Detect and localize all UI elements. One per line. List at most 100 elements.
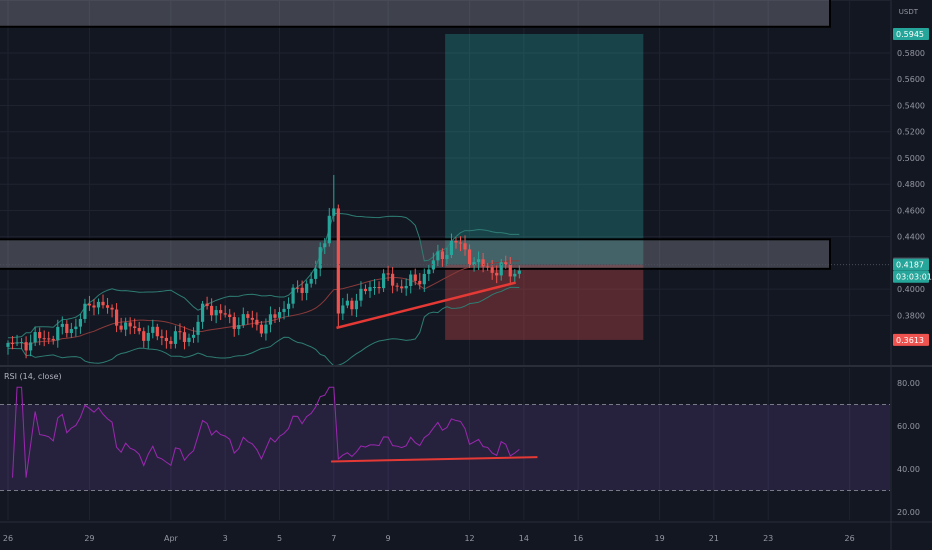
price-tick-label: 0.4800 bbox=[897, 180, 925, 189]
candle-body bbox=[454, 240, 458, 243]
price-tag-label: 03:03:01 bbox=[896, 273, 932, 282]
candle-body bbox=[210, 305, 214, 316]
candle-body bbox=[142, 331, 146, 341]
rsi-tick-label: 40.00 bbox=[897, 465, 920, 474]
candle-body bbox=[219, 310, 223, 314]
candle-body bbox=[323, 243, 327, 248]
candle-body bbox=[305, 283, 309, 293]
candle-body bbox=[318, 247, 322, 269]
candle-body bbox=[354, 300, 359, 310]
candle-body bbox=[191, 334, 196, 338]
candle-body bbox=[404, 285, 408, 289]
time-tick-label: 14 bbox=[519, 534, 529, 543]
candle-body bbox=[137, 327, 141, 332]
candle-body bbox=[96, 301, 101, 308]
candle-body bbox=[427, 269, 431, 274]
candle-body bbox=[481, 259, 485, 267]
rsi-band bbox=[0, 404, 890, 491]
candle-body bbox=[368, 287, 372, 292]
candle-body bbox=[372, 286, 377, 288]
candle-body bbox=[513, 273, 517, 277]
price-tick-label: 0.5000 bbox=[897, 154, 925, 163]
price-tick-label: 0.4000 bbox=[897, 285, 925, 294]
candle-body bbox=[60, 323, 64, 327]
candle-body bbox=[345, 300, 349, 306]
bollinger-basis bbox=[7, 260, 520, 345]
candle-body bbox=[19, 342, 24, 344]
candle-body bbox=[377, 286, 381, 289]
price-tick-label: 0.3800 bbox=[897, 311, 925, 320]
bollinger-upper-band bbox=[7, 212, 520, 339]
candle-body bbox=[78, 318, 82, 327]
candle-body bbox=[115, 309, 119, 326]
candle-body bbox=[517, 270, 521, 274]
candle-body bbox=[449, 240, 454, 256]
candle-body bbox=[33, 332, 37, 343]
price-tick-label: 0.4600 bbox=[897, 206, 925, 215]
candle-body bbox=[400, 286, 404, 289]
candle-body bbox=[363, 288, 368, 292]
candle-body bbox=[255, 319, 259, 325]
candle-body bbox=[65, 323, 69, 334]
candle-body bbox=[69, 329, 73, 334]
candle-body bbox=[495, 272, 499, 276]
resistance-zone bbox=[0, 0, 831, 28]
candle-body bbox=[445, 255, 449, 260]
time-tick-label: 23 bbox=[763, 534, 773, 543]
price-tick-label: 0.5200 bbox=[897, 128, 925, 137]
candle-body bbox=[173, 331, 178, 344]
candle-body bbox=[92, 305, 96, 308]
candle-body bbox=[250, 317, 254, 320]
candles bbox=[6, 175, 521, 359]
candle-body bbox=[205, 303, 209, 306]
price-tag-label: 0.3613 bbox=[896, 336, 924, 345]
rsi-trendline bbox=[331, 456, 538, 463]
time-tick-label: 21 bbox=[709, 534, 719, 543]
candle-body bbox=[29, 342, 33, 351]
candle-body bbox=[336, 208, 340, 314]
price-tick-label: 0.5800 bbox=[897, 49, 925, 58]
stop-loss-zone bbox=[445, 264, 644, 340]
price-unit-label: USDT bbox=[898, 8, 918, 16]
candle-body bbox=[314, 268, 318, 279]
candle-body bbox=[196, 321, 200, 335]
candle-body bbox=[413, 274, 417, 281]
candle-body bbox=[10, 342, 15, 344]
price-tag bbox=[893, 27, 929, 40]
price-trendline bbox=[336, 281, 517, 330]
candle-body bbox=[467, 249, 472, 266]
candle-body bbox=[237, 325, 241, 329]
candle-body bbox=[105, 305, 110, 308]
price-tag-label: 0.5945 bbox=[896, 30, 924, 39]
candle-body bbox=[458, 242, 463, 244]
time-tick-label: 16 bbox=[573, 534, 583, 543]
candle-body bbox=[228, 314, 232, 318]
price-pane bbox=[0, 0, 890, 365]
candle-body bbox=[24, 342, 28, 351]
price-tag-label: 0.4187 bbox=[896, 261, 924, 270]
candle-body bbox=[341, 305, 345, 314]
price-tag bbox=[893, 258, 929, 271]
candle-body bbox=[164, 337, 168, 342]
candle-body bbox=[6, 342, 10, 347]
time-tick-label: Apr bbox=[164, 534, 179, 543]
candle-body bbox=[300, 287, 304, 293]
time-tick-label: 29 bbox=[84, 534, 94, 543]
candle-body bbox=[504, 262, 508, 265]
candle-body bbox=[296, 287, 300, 289]
time-tick-label: 12 bbox=[464, 534, 474, 543]
candle-body bbox=[391, 273, 395, 286]
time-tick-label: 7 bbox=[331, 534, 336, 543]
candle-body bbox=[110, 307, 114, 310]
candle-body bbox=[42, 338, 46, 340]
take-profit-zone bbox=[445, 33, 644, 265]
candle-body bbox=[214, 310, 218, 316]
candle-body bbox=[309, 278, 313, 284]
price-tag bbox=[893, 270, 929, 283]
candle-body bbox=[477, 259, 481, 263]
candle-body bbox=[359, 288, 363, 301]
candle-body bbox=[83, 303, 87, 319]
candle-body bbox=[47, 338, 51, 340]
